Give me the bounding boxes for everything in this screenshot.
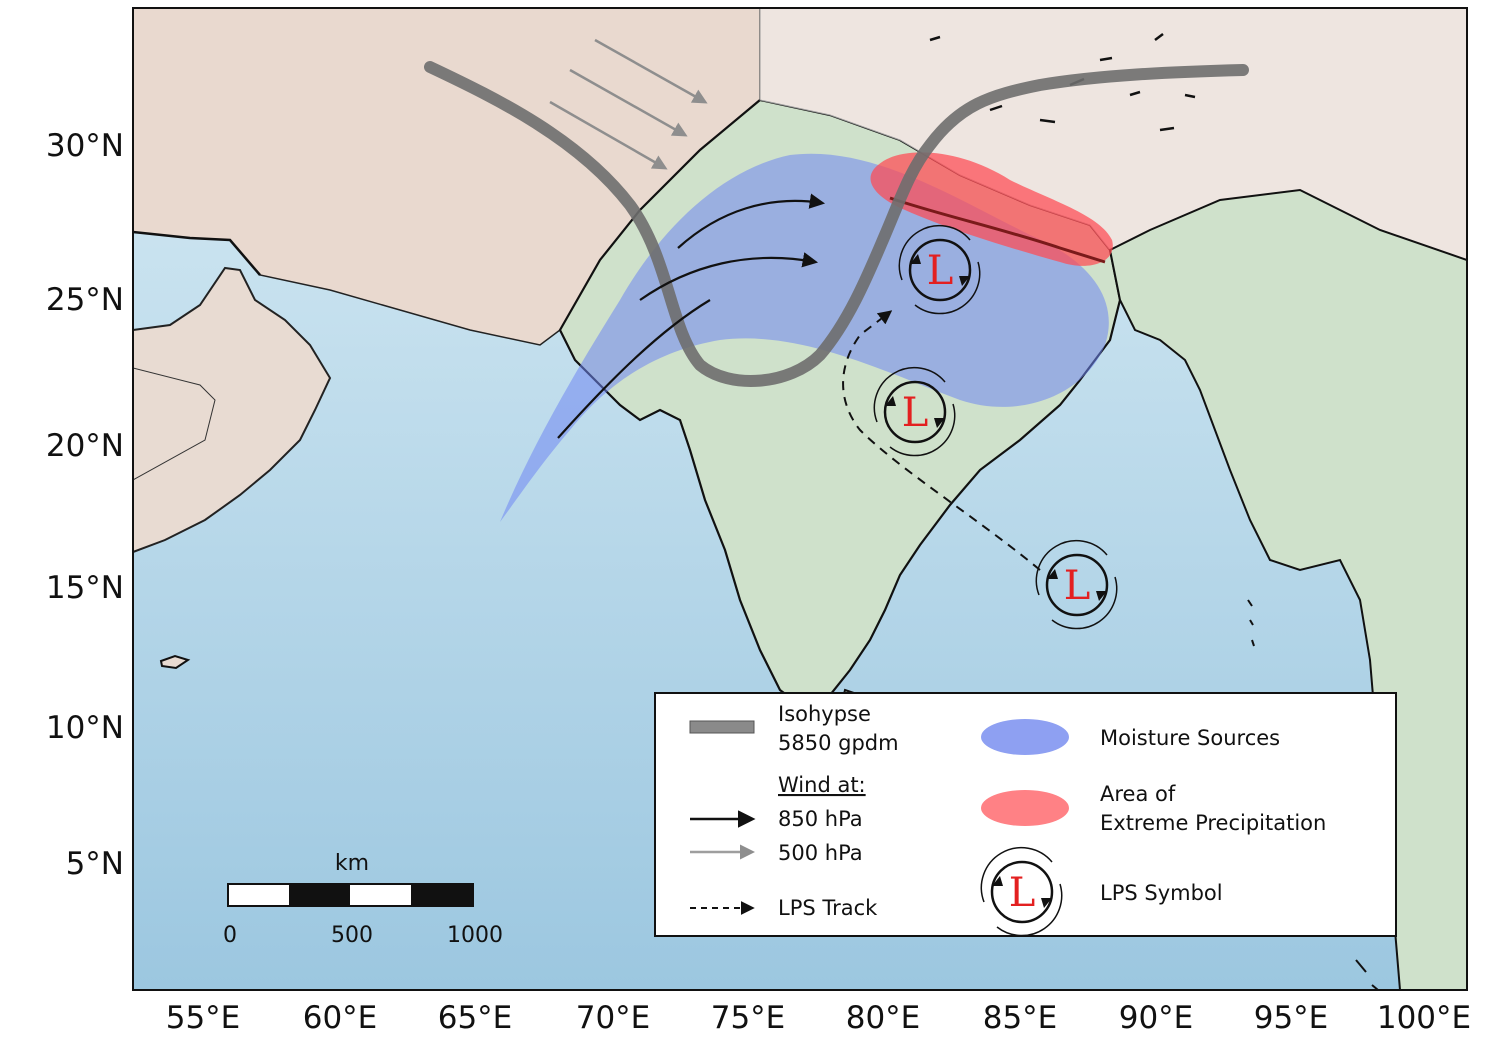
lps-letter: L	[1064, 563, 1091, 609]
legend-isohypse-swatch	[689, 720, 755, 734]
lps-symbol-central: L	[873, 366, 956, 457]
scale-tick-0: 0	[223, 923, 237, 948]
lps-track-line	[842, 310, 1041, 571]
wind-500hpa-arrows	[549, 38, 708, 170]
legend-moisture-swatch	[981, 719, 1069, 755]
wind-850hpa-arrows	[557, 193, 826, 439]
lat-tick-10n: 10°N	[45, 710, 124, 746]
lps-symbol-bay: L	[1035, 539, 1118, 630]
legend-precip-line2: Extreme Precipitation	[1100, 811, 1326, 835]
lon-tick-80e: 80°E	[845, 1000, 921, 1036]
legend: Isohypse 5850 gpdm Wind at: 850 hPa 500 …	[654, 692, 1397, 937]
lat-tick-15n: 15°N	[45, 570, 124, 606]
lat-tick-30n: 30°N	[45, 128, 124, 164]
scale-tick-1000: 1000	[447, 923, 503, 948]
lon-tick-90e: 90°E	[1118, 1000, 1194, 1036]
legend-lps-symbol: L	[980, 846, 1063, 937]
lps-letter: L	[902, 390, 929, 436]
lon-tick-100e: 100°E	[1376, 1000, 1472, 1036]
legend-500-label: 500 hPa	[778, 841, 863, 865]
legend-wind-heading: Wind at:	[778, 773, 866, 797]
southeast-asia	[1108, 188, 1467, 990]
coastline-gulf	[133, 230, 261, 276]
lon-tick-65e: 65°E	[437, 1000, 513, 1036]
legend-isohypse-line2: 5850 gpdm	[778, 731, 899, 755]
lps-symbol-north: L	[898, 224, 981, 315]
map-border	[132, 7, 1468, 991]
map-area: L L L km 0 500 1000	[133, 8, 1467, 990]
extreme-precipitation-region	[870, 152, 1113, 266]
lon-tick-70e: 70°E	[575, 1000, 651, 1036]
lon-tick-60e: 60°E	[302, 1000, 378, 1036]
legend-850-label: 850 hPa	[778, 807, 863, 831]
lat-tick-5n: 5°N	[65, 846, 124, 882]
socotra-island	[159, 654, 191, 670]
lat-tick-25n: 25°N	[45, 282, 124, 318]
lon-tick-95e: 95°E	[1253, 1000, 1329, 1036]
lon-tick-55e: 55°E	[165, 1000, 241, 1036]
border-line	[133, 367, 216, 481]
legend-isohypse-line1: Isohypse	[778, 702, 871, 726]
lat-tick-20n: 20°N	[45, 428, 124, 464]
scale-tick-500: 500	[331, 923, 373, 948]
legend-precip-swatch	[981, 790, 1069, 826]
scale-unit: km	[335, 851, 369, 876]
arabian-peninsula	[133, 266, 332, 554]
isohypse-5850-line	[424, 61, 1249, 387]
legend-lps-track-label: LPS Track	[778, 896, 878, 920]
lps-letter: L	[1009, 870, 1036, 916]
legend-moisture-label: Moisture Sources	[1100, 726, 1280, 750]
legend-lps-symbol-label: LPS Symbol	[1100, 881, 1223, 905]
lon-tick-85e: 85°E	[982, 1000, 1058, 1036]
lon-tick-75e: 75°E	[710, 1000, 786, 1036]
scale-bar: km 0 500 1000	[223, 851, 503, 948]
lake-specks	[929, 33, 1196, 132]
precip-border-line	[889, 196, 1106, 264]
legend-precip-line1: Area of	[1100, 782, 1176, 806]
lps-letter: L	[927, 248, 954, 294]
